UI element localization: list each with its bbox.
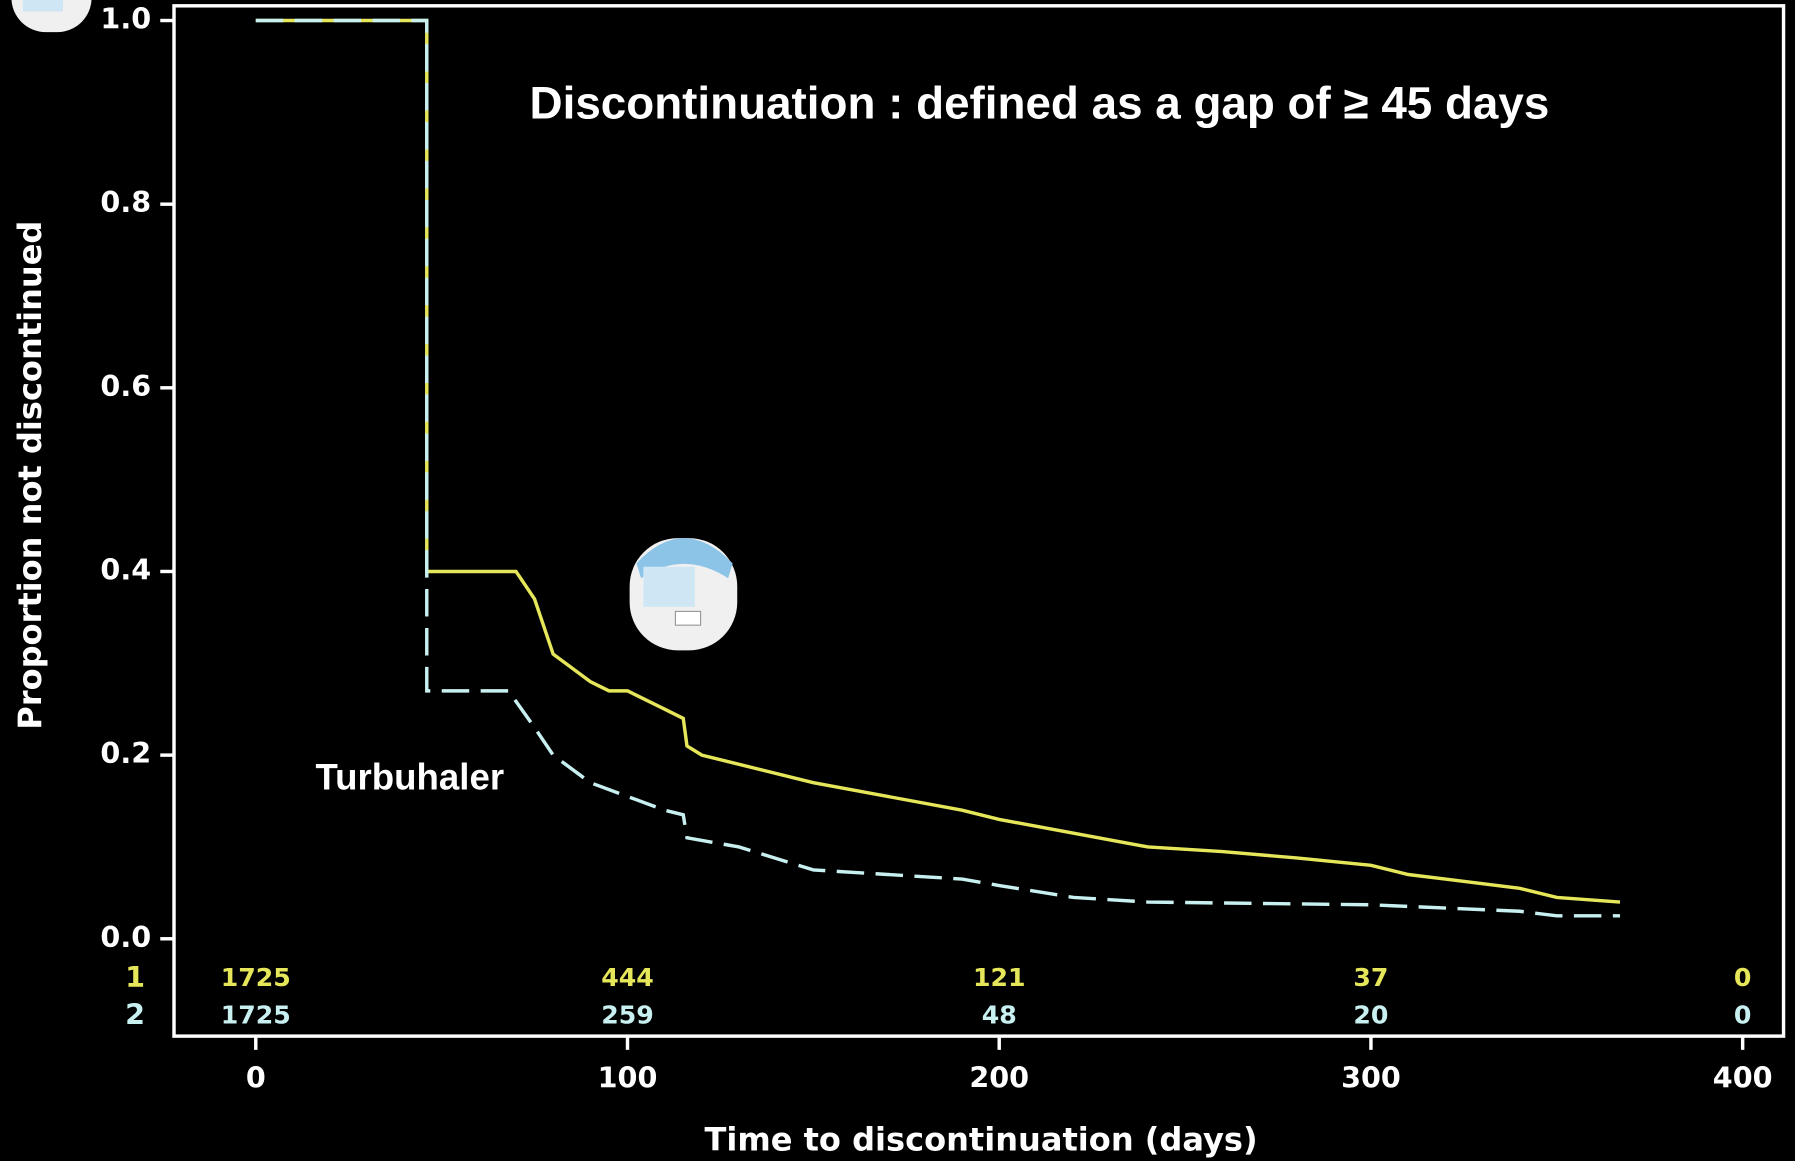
inhaler-icon: [629, 538, 738, 651]
at-risk-count: 1725: [221, 1001, 291, 1030]
at-risk-count: 444: [601, 963, 654, 992]
inhaler-icon: [11, 0, 92, 33]
x-axis-label: Time to discontinuation (days): [704, 1120, 1257, 1158]
risk-row-label: 1: [125, 960, 145, 994]
y-axis-label: Proportion not discontinued: [11, 221, 49, 730]
at-risk-count: 259: [601, 1001, 654, 1030]
x-tick-label: 200: [969, 1061, 1029, 1095]
x-tick-label: 0: [246, 1061, 266, 1095]
survival-curve: [255, 18, 1621, 904]
survival-curve: [255, 18, 1620, 918]
at-risk-count: 20: [1353, 1001, 1388, 1030]
y-tick-label: 1.0: [100, 2, 151, 36]
at-risk-count: 0: [1734, 1001, 1752, 1030]
risk-row-label: 2: [125, 998, 145, 1032]
x-tick-label: 300: [1341, 1061, 1401, 1095]
plot-frame: [172, 4, 1786, 1038]
x-tick-label: 100: [598, 1061, 658, 1095]
at-risk-count: 121: [973, 963, 1026, 992]
at-risk-count: 0: [1734, 963, 1752, 992]
at-risk-count: 48: [982, 1001, 1017, 1030]
x-tick-label: 400: [1713, 1061, 1773, 1095]
annotation: Turbuhaler: [316, 756, 505, 797]
at-risk-count: 37: [1353, 963, 1388, 992]
at-risk-count: 1725: [221, 963, 291, 992]
y-tick-label: 0.0: [100, 920, 151, 954]
y-tick-label: 0.8: [100, 185, 151, 219]
annotation: Discontinuation : defined as a gap of ≥ …: [530, 78, 1550, 129]
y-tick-label: 0.2: [100, 736, 151, 770]
y-tick-label: 0.6: [100, 369, 151, 403]
y-tick-label: 0.4: [100, 552, 151, 586]
